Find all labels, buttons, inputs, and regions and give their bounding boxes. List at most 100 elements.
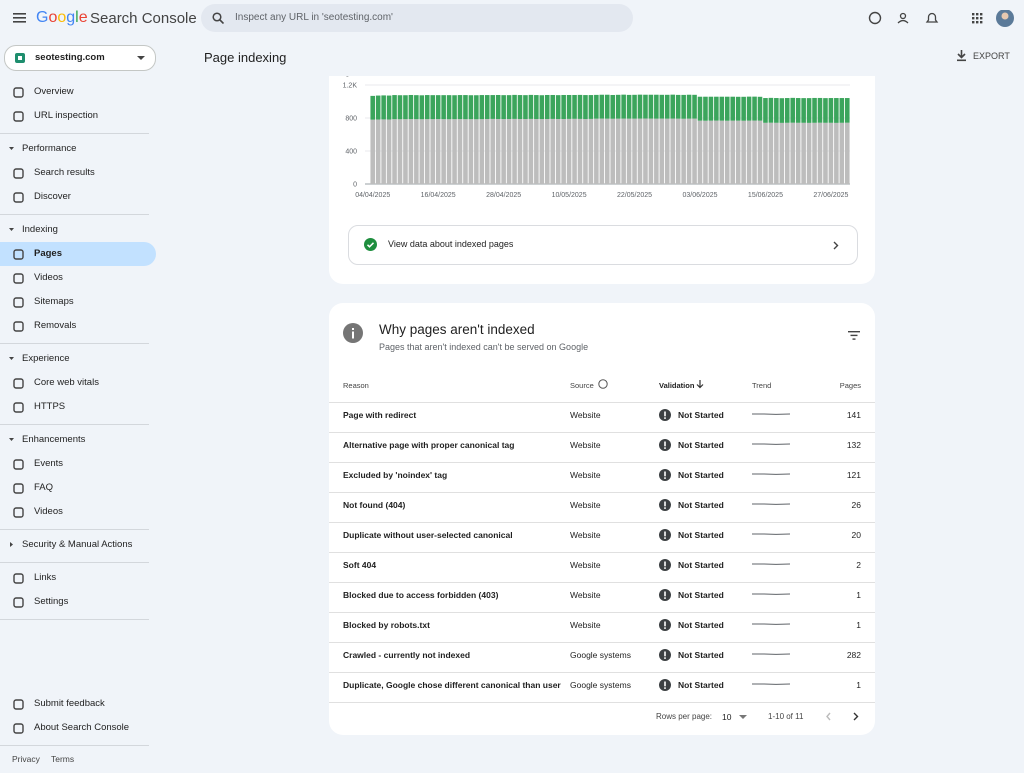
nav-item[interactable]: Videos: [34, 506, 63, 517]
nav-item[interactable]: HTTPS: [34, 401, 66, 412]
bar-segment: [594, 94, 599, 119]
bar-segment: [468, 95, 474, 120]
table-row[interactable]: Excluded by 'noindex' tag Website Not Star…: [329, 462, 875, 492]
column-header[interactable]: Validation: [659, 381, 695, 390]
bar-segment: [495, 94, 501, 119]
nav-item[interactable]: Overview: [34, 86, 74, 97]
page-range: 1-10 of 11: [768, 712, 804, 721]
search-box[interactable]: Inspect any URL in 'seotesting.com': [201, 4, 633, 32]
bar-segment: [501, 95, 506, 120]
nav-item[interactable]: FAQ: [34, 482, 54, 493]
bar-segment: [790, 97, 796, 123]
page-nav[interactable]: [826, 711, 862, 723]
nav-item[interactable]: Videos: [34, 272, 63, 283]
bar-segment: [632, 118, 637, 184]
nav-item[interactable]: Discover: [34, 191, 71, 202]
menu-icon[interactable]: [13, 12, 27, 24]
section-caret[interactable]: [9, 356, 15, 362]
bar-segment: [550, 118, 556, 184]
bar-segment: [812, 122, 817, 184]
table-row[interactable]: Duplicate without user-selected canonica…: [329, 522, 875, 552]
table-row[interactable]: Blocked due to access forbidden (403) Web…: [329, 582, 875, 612]
nav-item[interactable]: Search results: [34, 167, 95, 178]
table-row[interactable]: Soft 404 Website Not Started 2: [329, 552, 875, 582]
bar-segment: [828, 98, 834, 123]
source-cell: Website: [570, 560, 601, 570]
indexed-link[interactable]: View data about indexed pages: [348, 225, 858, 265]
bar-segment: [610, 118, 616, 184]
nav-item[interactable]: Removals: [34, 320, 77, 331]
nav-icon: [13, 507, 24, 518]
nav-item[interactable]: Sitemaps: [34, 296, 74, 307]
reason-cell: Alternative page with proper canonical t…: [343, 440, 515, 450]
bar-segment: [604, 94, 610, 119]
table-row[interactable]: Page with redirect Website Not Started 141: [329, 402, 875, 432]
help-icon[interactable]: [598, 379, 608, 389]
source-cell: Website: [570, 410, 601, 420]
bar-segment: [757, 120, 763, 184]
x-tick-label: 16/04/2025: [421, 192, 456, 199]
reason-cell: Duplicate without user-selected canonica…: [343, 530, 513, 540]
x-tick-label: 03/06/2025: [682, 192, 717, 199]
sort-arrow[interactable]: [696, 380, 704, 389]
rows-per-page-label: Rows per page:: [656, 712, 713, 721]
footer-link[interactable]: Privacy: [12, 754, 40, 764]
nav-item[interactable]: Core web vitals: [34, 377, 99, 388]
section-caret[interactable]: [9, 146, 15, 152]
toolbar-icons[interactable]: [867, 10, 1017, 28]
table-row[interactable]: Alternative page with proper canonical t…: [329, 432, 875, 462]
nav-item[interactable]: Pages: [34, 248, 62, 259]
bar-segment: [626, 118, 632, 184]
nav-item[interactable]: Links: [34, 572, 57, 583]
section-caret[interactable]: [9, 227, 15, 233]
header: Google Search Console Inspect any URL in…: [0, 0, 1024, 76]
export-button[interactable]: EXPORT: [973, 51, 1010, 61]
nav-item[interactable]: URL inspection: [34, 110, 99, 121]
status-cell: Not Started: [678, 410, 724, 420]
nav-icon: [13, 168, 24, 179]
section-caret[interactable]: [9, 542, 15, 548]
nav-item[interactable]: About Search Console: [34, 722, 130, 733]
nav-section[interactable]: Indexing: [22, 224, 58, 235]
status-cell: Not Started: [678, 620, 724, 630]
bar-segment: [834, 122, 839, 184]
bar-segment: [724, 120, 730, 184]
rows-per-page-select[interactable]: 10: [722, 712, 732, 722]
bar-segment: [544, 94, 550, 119]
property-name: seotesting.com: [35, 52, 105, 63]
y-tick-label: 400: [345, 149, 357, 156]
section-caret[interactable]: [9, 437, 15, 443]
nav-icon: [13, 111, 24, 122]
reason-cell: Duplicate, Google chose different canoni…: [343, 680, 561, 690]
table-row[interactable]: Duplicate, Google chose different canoni…: [329, 672, 875, 702]
table-row[interactable]: Crawled - currently not indexed Google sy…: [329, 642, 875, 672]
nav-item[interactable]: Submit feedback: [34, 698, 105, 709]
trend-sparkline: [752, 413, 791, 415]
bar-segment: [768, 122, 774, 184]
bar-segment: [806, 98, 812, 123]
table-row[interactable]: Blocked by robots.txt Website Not Started 1: [329, 612, 875, 642]
bar-segment: [844, 98, 850, 123]
bar-segment: [457, 95, 463, 120]
bar-segment: [583, 118, 588, 184]
footer-link[interactable]: Terms: [51, 754, 75, 764]
bar-segment: [817, 122, 823, 184]
nav-item[interactable]: Events: [34, 458, 64, 469]
filter-icon[interactable]: [848, 331, 860, 340]
nav-section[interactable]: Performance: [22, 143, 77, 154]
row-divider: [329, 582, 875, 583]
source-cell: Website: [570, 440, 601, 450]
nav-section[interactable]: Security & Manual Actions: [22, 539, 133, 550]
bar-segment: [370, 95, 376, 120]
property-selector[interactable]: seotesting.com: [4, 45, 156, 71]
bar-segment: [397, 95, 403, 120]
nav-section[interactable]: Enhancements: [22, 434, 86, 445]
nav-section[interactable]: Experience: [22, 353, 70, 364]
nav-item[interactable]: Settings: [34, 596, 69, 607]
bar-segment: [463, 95, 468, 120]
bar-segment: [512, 94, 517, 119]
table-row[interactable]: Not found (404) Website Not Started 26: [329, 492, 875, 522]
x-tick-label: 28/04/2025: [486, 192, 521, 199]
reason-cell: Crawled - currently not indexed: [343, 650, 471, 660]
nav-divider: [0, 343, 149, 344]
